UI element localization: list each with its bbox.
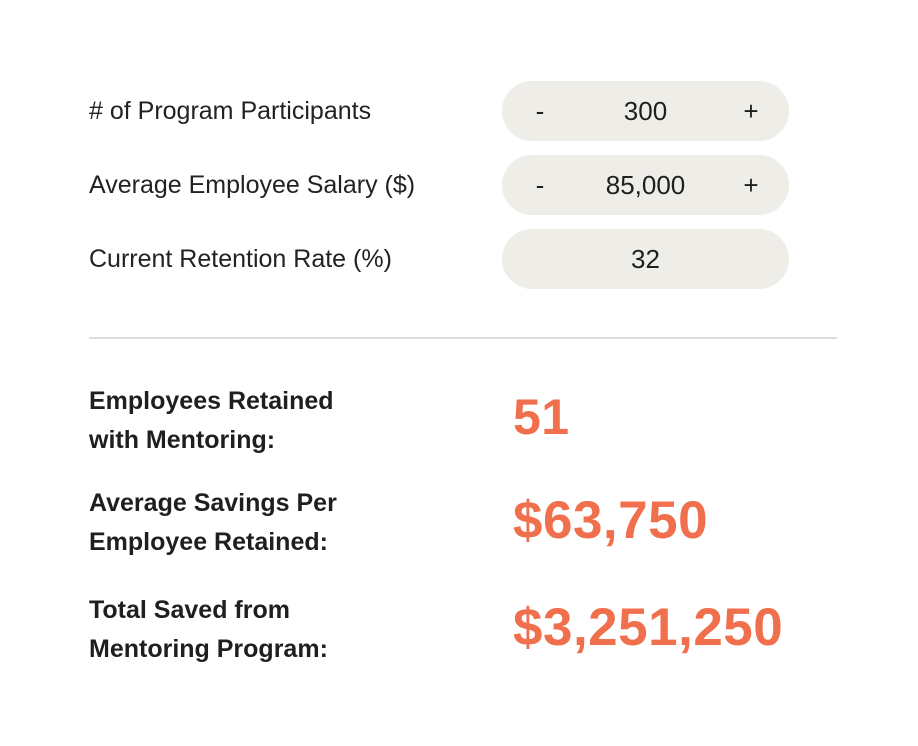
avg-savings-label-line2: Employee Retained: xyxy=(89,528,328,556)
salary-decrement-button[interactable]: - xyxy=(535,169,545,200)
participants-increment-button[interactable]: + xyxy=(743,95,759,126)
retained-result: Employees Retained with Mentoring: 51 xyxy=(89,382,839,460)
participants-stepper: - 300 + xyxy=(502,81,789,141)
participants-decrement-button[interactable]: - xyxy=(535,95,545,126)
total-saved-label: Total Saved from Mentoring Program: xyxy=(89,591,419,669)
participants-label: # of Program Participants xyxy=(89,96,372,125)
salary-label: Average Employee Salary ($) xyxy=(89,170,416,199)
avg-savings-result: Average Savings Per Employee Retained: $… xyxy=(89,484,839,562)
salary-increment-button[interactable]: + xyxy=(743,169,759,200)
participants-row: # of Program Participants - 300 + xyxy=(89,81,789,141)
salary-value[interactable]: 85,000 xyxy=(605,169,686,200)
total-saved-label-line1: Total Saved from xyxy=(89,596,290,624)
total-saved-label-line2: Mentoring Program: xyxy=(89,635,328,663)
retained-label-line2: with Mentoring: xyxy=(89,426,276,454)
retention-field[interactable]: 32 xyxy=(502,229,789,289)
retention-row: Current Retention Rate (%) 32 xyxy=(89,229,789,289)
retention-label: Current Retention Rate (%) xyxy=(89,244,392,273)
salary-row: Average Employee Salary ($) - 85,000 + xyxy=(89,155,789,215)
total-saved-value: $3,251,250 xyxy=(513,598,784,657)
avg-savings-label-line1: Average Savings Per xyxy=(89,489,337,517)
retention-value[interactable]: 32 xyxy=(631,243,660,274)
salary-stepper: - 85,000 + xyxy=(502,155,789,215)
retained-label-line1: Employees Retained xyxy=(89,387,334,415)
total-saved-result: Total Saved from Mentoring Program: $3,2… xyxy=(89,591,839,669)
retained-label: Employees Retained with Mentoring: xyxy=(89,382,419,460)
avg-savings-label: Average Savings Per Employee Retained: xyxy=(89,484,419,562)
retained-value: 51 xyxy=(513,389,570,445)
avg-savings-value: $63,750 xyxy=(513,491,709,550)
participants-value[interactable]: 300 xyxy=(623,95,668,126)
section-divider xyxy=(89,337,837,339)
